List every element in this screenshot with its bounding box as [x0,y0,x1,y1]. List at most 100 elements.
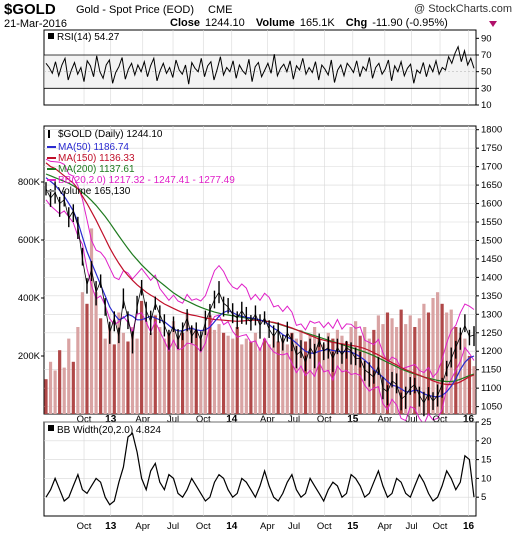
bb-lower-line [45,199,475,426]
bbwidth-label: BB Width(20,2.0) 4.824 [57,425,161,436]
volume-bar [208,315,212,414]
volume-bar [212,329,217,414]
volume-bar [472,366,476,414]
quote-stats: Close 1244.10 Volume 165.1K Chg -11.90 (… [170,17,448,29]
price-ytick-label: 1650 [481,180,502,191]
bbwidth-xtick-label: Apr [260,521,275,532]
volume-bar [94,292,98,414]
rsi-ytick-label: 90 [481,33,492,44]
rsi-ytick-label: 30 [481,83,492,94]
legend-bb-label: BB(20,2.0) 1217.32 - 1247.41 - 1277.49 [58,175,235,186]
volume-bar [190,327,194,414]
price-xtick-label: Oct [317,414,332,425]
volume-label: Volume [255,17,295,29]
volume-bar [426,312,431,414]
price-xtick-label: Oct [196,414,211,425]
rsi-label-swatch [48,33,54,39]
price-xtick-label: 16 [463,414,475,425]
volume-bar [44,379,48,414]
volume-bar [217,324,221,414]
volume-bar [244,338,248,414]
rsi-ytick-label: 70 [481,50,492,61]
volume-bar [99,318,103,414]
price-ytick-label: 1800 [481,125,502,136]
bbwidth-xtick-label: Jul [167,521,179,532]
ticker-symbol: $GOLD [4,1,56,18]
bbwidth-ytick-label: 20 [481,436,492,447]
bbwidth-line [45,432,475,506]
bbwidth-xtick-label: 14 [226,521,238,532]
volume-bar [112,344,116,414]
bbwidth-xtick-label: 15 [347,521,359,532]
price-xtick-label: 14 [226,414,238,425]
volume-bar [181,332,185,414]
volume-bar [303,341,308,414]
bbwidth-xtick-label: Apr [377,521,392,532]
close-label: Close [170,17,200,29]
volume-bar [140,300,144,414]
volume-bar [458,332,462,414]
bbwidth-xtick-label: 16 [463,521,475,532]
price-title-swatch [48,130,50,138]
volume-bar [467,356,472,414]
price-xtick-label: Oct [77,414,92,425]
volume-bar [331,338,335,414]
volume-bar [422,303,426,414]
legend-volume-label: Volume 165,130 [58,186,131,197]
price-xtick-label: Jul [405,414,417,425]
price-ytick-label: 1700 [481,162,502,173]
price-ytick-label: 1550 [481,217,502,228]
price-ytick-label: 1100 [481,383,501,394]
price-ytick-label: 1500 [481,235,502,246]
volume-bar [463,338,467,414]
volume-bar [395,327,399,414]
volume-bar [385,312,390,414]
price-xtick-label: Apr [135,414,150,425]
chg-value: -11.90 (-0.95%) [372,17,448,29]
volume-bar [135,338,139,414]
volume-bar [340,335,344,414]
price-ytick-label: 1450 [481,254,502,265]
volume-bar [276,341,280,414]
bbwidth-xtick-label: Oct [196,521,211,532]
price-ytick-label: 1350 [481,291,502,302]
bbwidth-label-swatch [48,425,54,431]
price-xtick-label: Oct [433,414,448,425]
volume-bar [344,341,349,414]
volume-ytick-label: 200K [18,351,41,362]
volume-bar [85,303,89,414]
volume-bar [258,347,262,414]
volume-bar [349,327,353,414]
price-ytick-label: 1400 [481,272,502,283]
volume-bar [194,329,198,414]
volume-bar [431,298,435,414]
legend-ma200-label: MA(200) 1137.61 [58,164,135,175]
legend-ma150-label: MA(150) 1136.33 [58,153,135,164]
volume-bar [435,292,440,414]
volume-bar [103,338,107,414]
bbwidth-ytick-label: 10 [481,473,492,484]
volume-bar [53,370,57,414]
volume-bar [326,332,330,414]
volume-bar [226,335,230,414]
volume-bar [153,315,157,414]
volume-bar [58,350,62,414]
bbwidth-ytick-label: 15 [481,455,492,466]
volume-bar [313,327,317,414]
volume-bar [235,327,239,414]
volume-bar [121,332,125,414]
volume-bar [299,329,303,414]
price-ytick-label: 1150 [481,365,501,376]
volume-ytick-label: 400K [18,293,41,304]
volume-bar [322,344,326,414]
quote-date: 21-Mar-2016 [4,18,67,30]
bbwidth-xtick-label: Jul [405,521,417,532]
bbwidth-xtick-label: 13 [105,521,117,532]
volume-bar [390,318,394,414]
volume-bar [48,361,53,414]
price-ytick-label: 1050 [481,402,502,413]
bbwidth-xtick-label: Oct [433,521,448,532]
volume-bar [117,312,121,414]
bbwidth-panel [43,421,477,517]
price-xtick-label: 13 [105,414,117,425]
